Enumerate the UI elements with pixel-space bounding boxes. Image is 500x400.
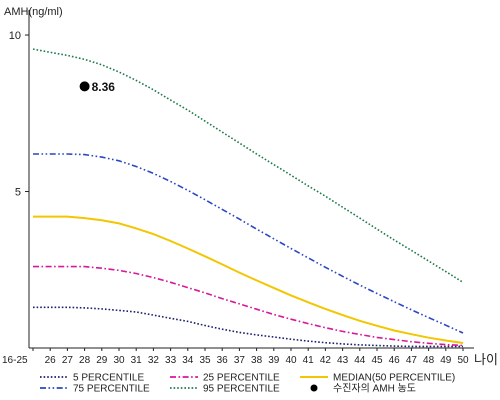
x-tick-label: 47 xyxy=(406,355,418,366)
legend-label: 5 PERCENTILE xyxy=(73,373,144,384)
x-tick-label: 34 xyxy=(182,355,194,366)
patient-amh-value-label: 8.36 xyxy=(92,80,116,94)
x-tick-label: 16-25 xyxy=(2,355,28,366)
x-tick-label: 49 xyxy=(440,355,452,366)
series-line xyxy=(33,153,464,334)
x-axis-title: 나이 xyxy=(474,352,498,367)
patient-amh-point xyxy=(79,81,90,92)
y-axis-title: AMH(ng/ml) xyxy=(4,6,63,18)
x-tick-label: 32 xyxy=(148,355,160,366)
x-tick-label: 33 xyxy=(165,355,177,366)
x-tick-label: 50 xyxy=(457,355,469,366)
legend-label: 95 PERCENTILE xyxy=(203,384,280,395)
series-line xyxy=(33,306,463,348)
legend-label: MEDIAN(50 PERCENTILE) xyxy=(333,373,455,384)
series-lines xyxy=(32,48,464,348)
legend-label: 75 PERCENTILE xyxy=(73,384,150,395)
x-tick-label: 28 xyxy=(79,355,91,366)
x-tick-label: 42 xyxy=(320,355,332,366)
legend-label: 수진자의 AMH 농도 xyxy=(333,383,416,395)
series-line xyxy=(33,215,464,344)
y-tick-label: 5 xyxy=(15,187,21,199)
legend-point-marker xyxy=(310,384,318,392)
x-tick-label: 31 xyxy=(131,355,143,366)
y-tick-label: 10 xyxy=(9,30,21,42)
x-tick-label: 30 xyxy=(113,355,125,366)
x-tick-label: 46 xyxy=(389,355,401,366)
x-tick-label: 48 xyxy=(423,355,435,366)
x-tick-label: 26 xyxy=(45,355,57,366)
x-tick-label: 37 xyxy=(234,355,246,366)
data-points: 8.36 xyxy=(79,80,116,94)
x-tick-label: 41 xyxy=(303,355,315,366)
series-line xyxy=(33,265,464,347)
x-tick-label: 43 xyxy=(337,355,349,366)
x-tick-label: 39 xyxy=(268,355,280,366)
legend-label: 25 PERCENTILE xyxy=(203,373,280,384)
x-tick-label: 44 xyxy=(354,355,366,366)
x-tick-label: 38 xyxy=(251,355,263,366)
x-tick-label: 36 xyxy=(217,355,229,366)
legend: 5 PERCENTILE 25 PERCENTILE MEDIAN(50 PERCE… xyxy=(40,373,455,395)
x-tick-label: 40 xyxy=(285,355,297,366)
x-tick-label: 29 xyxy=(96,355,108,366)
x-tick-label: 35 xyxy=(199,355,211,366)
x-tick-label: 27 xyxy=(62,355,74,366)
x-tick-label: 45 xyxy=(371,355,383,366)
axes: AMH(ng/ml) 나이 5 10 16-25 26 27 28 29 30 31 32 33 34 35… xyxy=(2,6,498,367)
